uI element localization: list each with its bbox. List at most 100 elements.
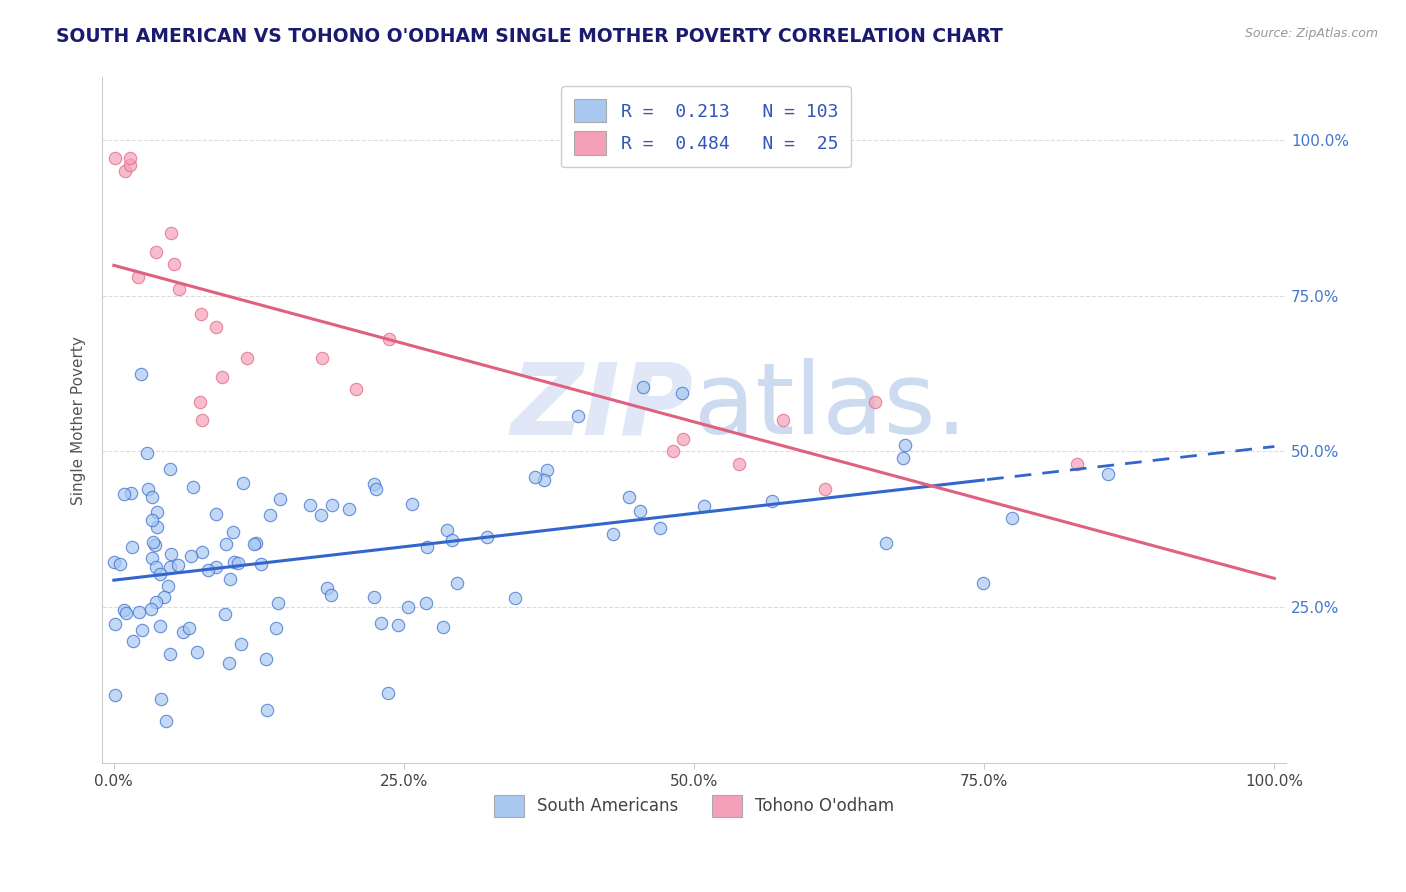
Point xyxy=(149,692,172,706)
Point xyxy=(633,380,655,394)
Point xyxy=(188,394,211,409)
Point xyxy=(215,536,238,550)
Point xyxy=(128,606,150,620)
Point xyxy=(159,647,181,661)
Point xyxy=(190,307,212,321)
Point xyxy=(298,498,321,512)
Point xyxy=(671,386,693,401)
Point xyxy=(396,600,419,615)
Point xyxy=(321,498,343,512)
Point xyxy=(219,572,242,586)
Point xyxy=(141,491,163,505)
Point xyxy=(214,607,236,622)
Point xyxy=(814,482,837,496)
Point xyxy=(254,652,277,666)
Text: SOUTH AMERICAN VS TOHONO O'ODHAM SINGLE MOTHER POVERTY CORRELATION CHART: SOUTH AMERICAN VS TOHONO O'ODHAM SINGLE … xyxy=(56,27,1002,45)
Point xyxy=(191,545,214,559)
Legend: South Americans, Tohono O'odham: South Americans, Tohono O'odham xyxy=(488,789,901,823)
Point xyxy=(218,657,240,671)
Point xyxy=(149,619,172,633)
Point xyxy=(416,540,439,554)
Point xyxy=(127,269,149,284)
Point xyxy=(191,413,214,427)
Point xyxy=(370,615,392,630)
Point xyxy=(121,541,143,555)
Point xyxy=(159,560,181,574)
Point xyxy=(114,606,136,620)
Point xyxy=(264,621,287,635)
Point xyxy=(415,596,437,610)
Point xyxy=(364,482,387,496)
Point xyxy=(243,536,266,550)
Point xyxy=(197,563,219,577)
Point xyxy=(648,521,671,535)
Point xyxy=(1066,457,1088,471)
Point xyxy=(135,446,157,460)
Point xyxy=(138,482,160,496)
Point xyxy=(222,555,245,569)
Point xyxy=(446,576,468,591)
Point xyxy=(222,524,245,539)
Point xyxy=(155,714,177,729)
Point xyxy=(159,462,181,476)
Point xyxy=(363,477,385,491)
Point xyxy=(114,164,136,178)
Point xyxy=(149,567,172,582)
Text: Source: ZipAtlas.com: Source: ZipAtlas.com xyxy=(1244,27,1378,40)
Point xyxy=(875,536,897,550)
Point xyxy=(114,603,136,617)
Point xyxy=(363,590,385,604)
Point xyxy=(104,616,127,631)
Point xyxy=(972,576,994,591)
Point xyxy=(259,508,281,523)
Point xyxy=(236,351,259,365)
Point xyxy=(103,152,125,166)
Point xyxy=(229,638,252,652)
Point xyxy=(727,457,749,471)
Point xyxy=(761,494,783,508)
Point xyxy=(167,558,190,572)
Point xyxy=(436,523,458,537)
Point xyxy=(120,486,142,500)
Point xyxy=(863,394,886,409)
Point xyxy=(894,437,917,451)
Point xyxy=(672,432,695,446)
Point xyxy=(316,581,339,595)
Point xyxy=(891,451,914,466)
Point xyxy=(536,463,558,477)
Point xyxy=(180,549,202,563)
Point xyxy=(387,617,409,632)
Point xyxy=(1001,511,1024,525)
Point xyxy=(145,595,167,609)
Point xyxy=(211,369,233,384)
Point xyxy=(204,560,226,574)
Point xyxy=(269,491,291,506)
Point xyxy=(121,633,143,648)
Point xyxy=(567,409,589,423)
Point xyxy=(533,473,555,487)
Point xyxy=(245,536,267,550)
Point xyxy=(146,519,169,533)
Point xyxy=(232,475,254,490)
Point xyxy=(401,497,423,511)
Point xyxy=(205,319,228,334)
Point xyxy=(179,622,201,636)
Point xyxy=(141,513,163,527)
Point xyxy=(503,591,526,606)
Point xyxy=(131,623,153,637)
Point xyxy=(309,508,332,523)
Point xyxy=(256,703,278,717)
Point xyxy=(160,227,183,241)
Point xyxy=(441,533,464,547)
Point xyxy=(772,413,794,427)
Point xyxy=(112,487,135,501)
Point xyxy=(377,686,399,700)
Point xyxy=(693,500,716,514)
Point xyxy=(129,367,152,381)
Point xyxy=(662,444,685,458)
Text: atlas.: atlas. xyxy=(695,358,967,455)
Point xyxy=(250,557,273,571)
Point xyxy=(205,508,228,522)
Point xyxy=(319,588,342,602)
Point xyxy=(108,558,131,572)
